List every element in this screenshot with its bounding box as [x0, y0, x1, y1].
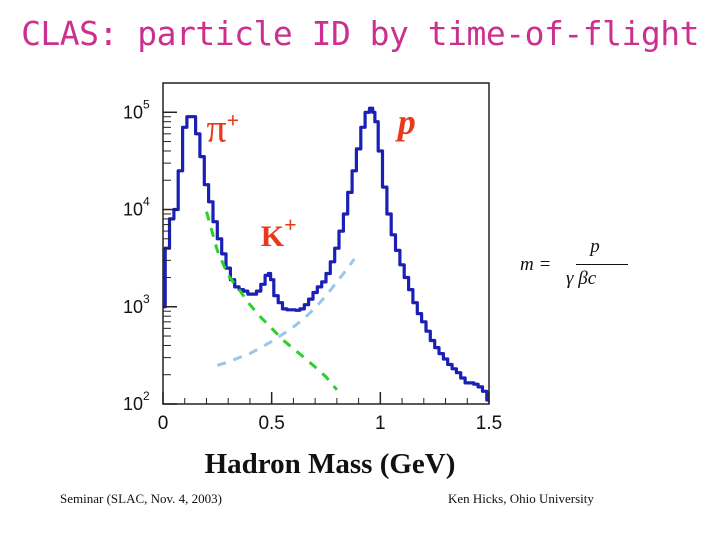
footer-author: Ken Hicks, Ohio University	[448, 491, 594, 506]
x-tick-label: 0.5	[258, 413, 284, 434]
pion-tail-fit-series	[205, 211, 339, 391]
formula-denominator: γ βc	[566, 268, 597, 289]
x-tick-label: 0	[158, 413, 169, 434]
formula-lhs: m =	[520, 254, 552, 275]
footer-seminar: Seminar (SLAC, Nov. 4, 2003)	[60, 491, 223, 506]
y-tick-label: 105	[123, 97, 150, 122]
plot-frame	[162, 82, 490, 405]
y-tick-label: 103	[123, 292, 150, 317]
proton-tail-fit-series	[216, 258, 356, 367]
formula-numerator: p	[590, 236, 600, 257]
pion-peak-label: π+	[206, 106, 239, 151]
formula-fraction-bar	[576, 264, 628, 265]
x-tick-label: 1.5	[476, 413, 502, 434]
kaon-peak-label: K+	[261, 212, 297, 253]
data-series	[163, 106, 489, 402]
y-tick-label: 102	[123, 389, 150, 414]
x-tick-label: 1	[375, 413, 386, 434]
slide-title: CLAS: particle ID by time-of-flight	[21, 14, 699, 53]
x-axis-label: Hadron Mass (GeV)	[205, 448, 456, 480]
y-tick-label: 104	[123, 195, 150, 220]
proton-peak-label: p	[395, 102, 416, 142]
